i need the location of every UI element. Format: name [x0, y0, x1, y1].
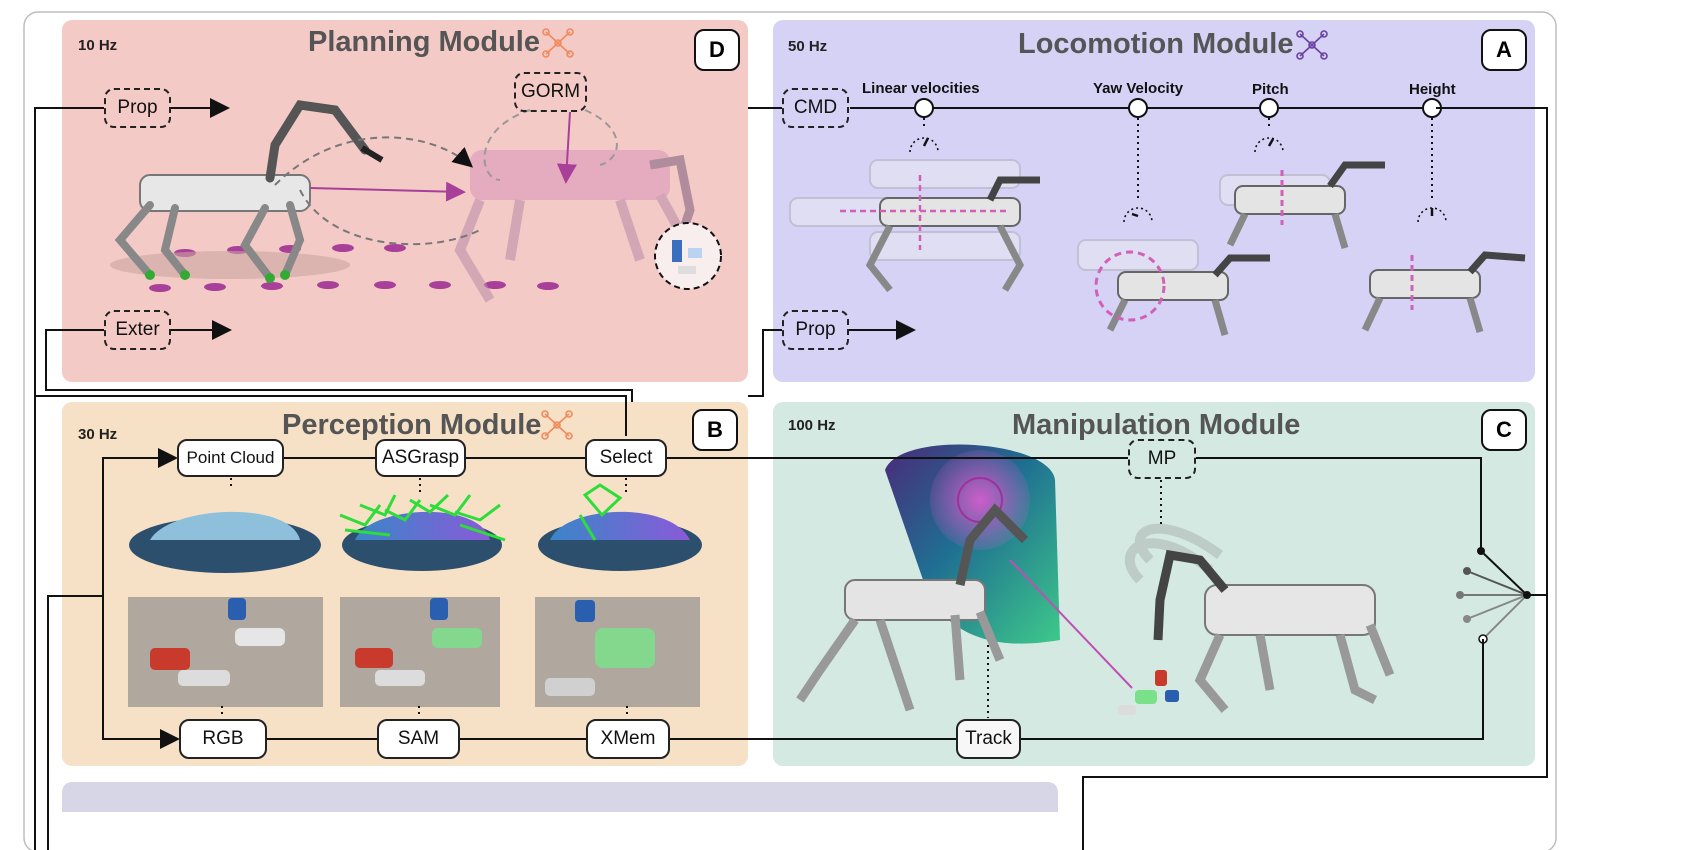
asgrasp-node: ASGrasp: [375, 439, 466, 477]
xmem-node: XMem: [586, 719, 670, 759]
select-node: Select: [585, 439, 667, 477]
planning-robot-illustration: [110, 100, 722, 303]
cmd-node: CMD: [782, 88, 849, 128]
neural-network-icon: [542, 28, 574, 58]
locomotion-title: Locomotion Module: [1018, 28, 1294, 60]
connector-lines: [34, 98, 1548, 850]
track-node: Track: [956, 719, 1021, 759]
manipulation-letter-badge: C: [1481, 409, 1527, 451]
point-cloud-node: Point Cloud: [177, 439, 284, 477]
rgb-node: RGB: [179, 719, 267, 759]
knob-label-pitch: Pitch: [1252, 81, 1289, 98]
locomotion-robot-illustration: [789, 98, 1536, 336]
perception-letter-badge: B: [692, 409, 738, 451]
perception-frequency: 30 Hz: [78, 426, 118, 443]
neural-network-icon: [1296, 30, 1328, 60]
knob-label-linear-velocities: Linear velocities: [862, 80, 980, 97]
locomotion-frequency: 50 Hz: [788, 38, 828, 55]
lower-panel-edge: [62, 782, 1058, 812]
locomotion-letter-badge: A: [1481, 29, 1527, 71]
neural-network-icon: [541, 410, 573, 440]
locomotion-prop-node: Prop: [782, 310, 849, 350]
planning-prop-node: Prop: [104, 88, 171, 128]
perception-title: Perception Module: [282, 409, 542, 441]
planning-title: Planning Module: [308, 26, 540, 58]
knob-label-yaw-velocity: Yaw Velocity: [1093, 80, 1184, 97]
manipulation-title: Manipulation Module: [1012, 409, 1301, 441]
planning-exter-node: Exter: [104, 310, 171, 350]
knob-label-height: Height: [1409, 81, 1456, 98]
gorm-node: GORM: [514, 72, 587, 112]
mp-node: MP: [1128, 439, 1196, 479]
planning-letter-badge: D: [694, 29, 740, 71]
perception-illustrations: [128, 478, 702, 718]
sam-node: SAM: [377, 719, 460, 759]
planning-frequency: 10 Hz: [78, 37, 118, 54]
manipulation-frequency: 100 Hz: [788, 417, 836, 434]
manipulation-illustrations: [796, 444, 1531, 718]
